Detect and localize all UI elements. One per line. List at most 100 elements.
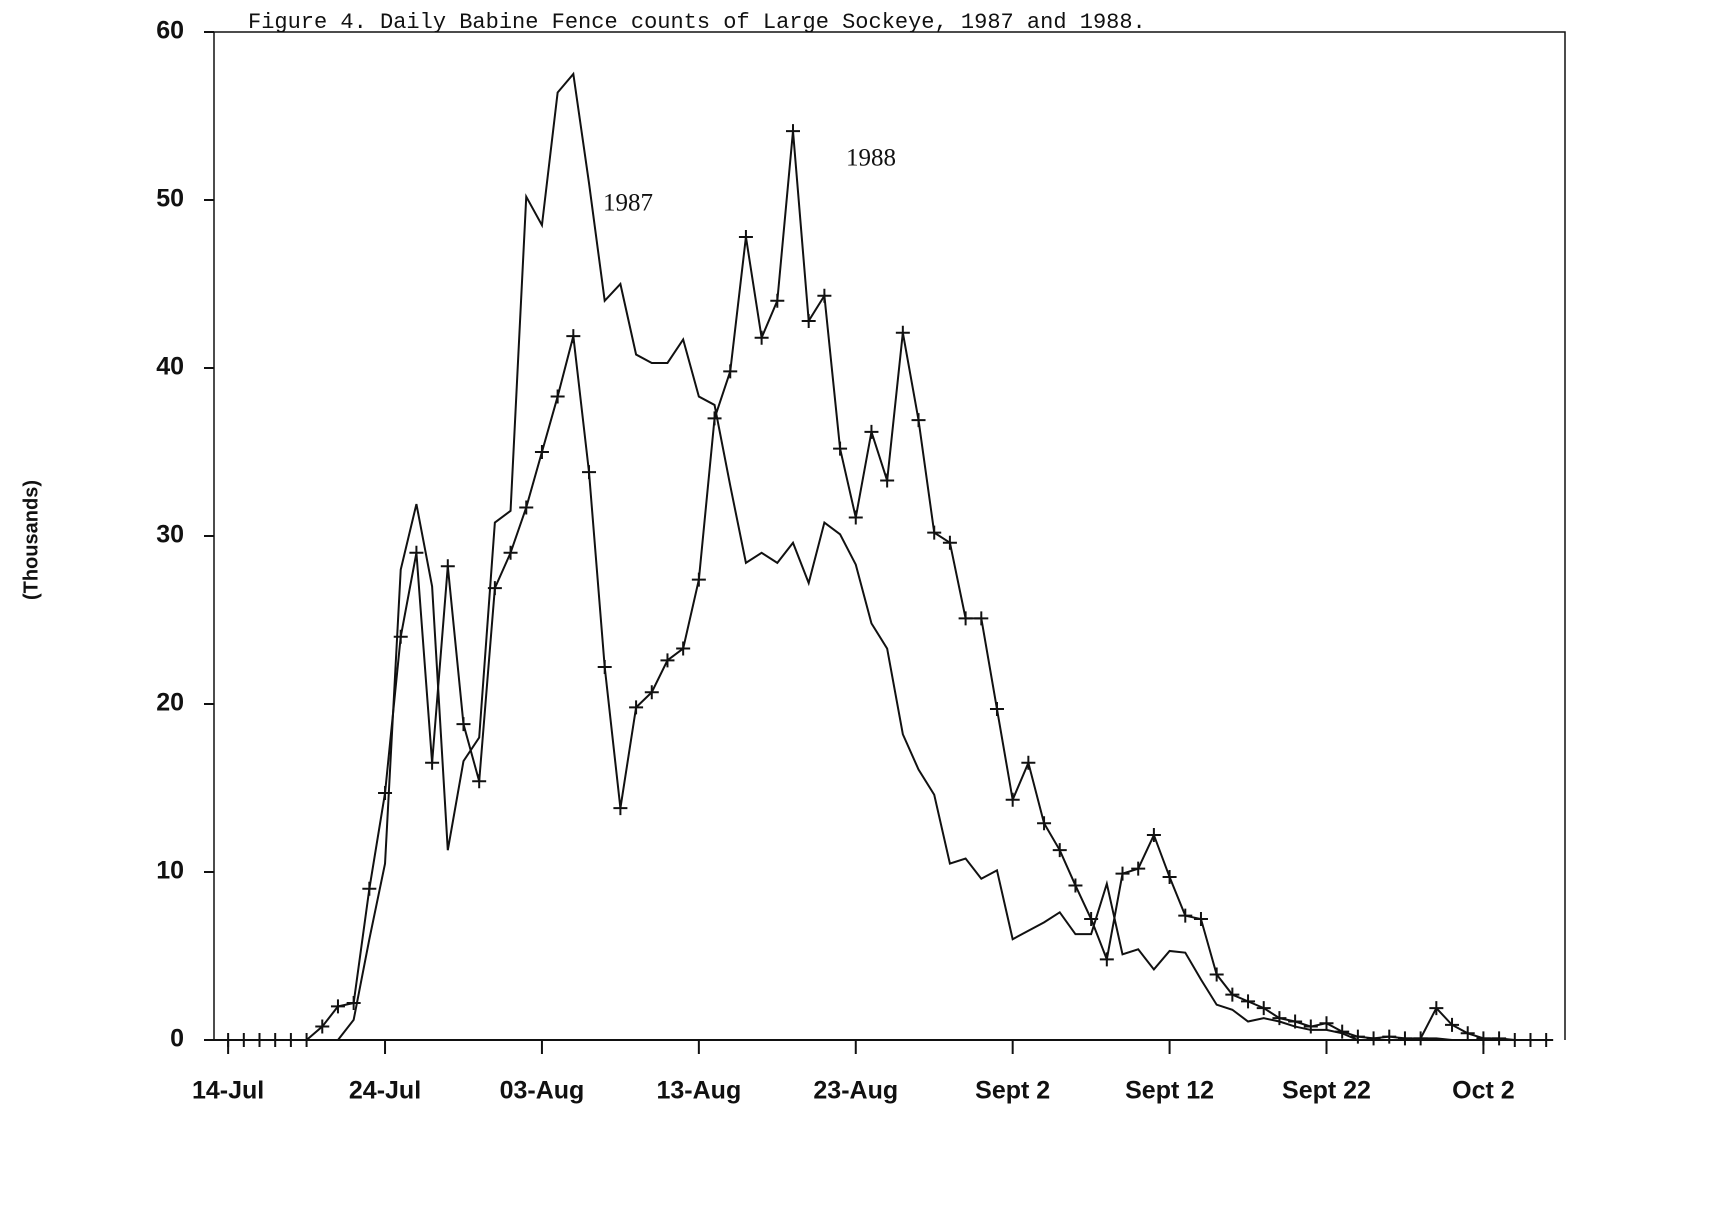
point-marker bbox=[503, 545, 518, 560]
point-marker bbox=[911, 413, 926, 428]
point-marker bbox=[534, 445, 549, 459]
point-marker bbox=[1476, 1031, 1491, 1046]
point-marker bbox=[1178, 908, 1193, 923]
y-axis-label: (Thousands) bbox=[20, 480, 42, 600]
y-tick-label: 60 bbox=[156, 17, 184, 45]
point-marker bbox=[1052, 843, 1067, 858]
point-marker bbox=[1350, 1029, 1365, 1044]
point-marker bbox=[1068, 878, 1083, 893]
point-marker bbox=[252, 1033, 267, 1047]
point-marker bbox=[895, 325, 910, 340]
point-marker bbox=[1193, 912, 1208, 927]
point-marker bbox=[487, 581, 502, 596]
point-marker bbox=[1382, 1029, 1397, 1044]
point-marker bbox=[472, 774, 487, 789]
point-marker bbox=[723, 364, 738, 379]
series-line bbox=[228, 131, 1547, 1041]
point-marker bbox=[1397, 1031, 1412, 1046]
point-marker bbox=[786, 124, 800, 139]
point-marker bbox=[1241, 994, 1256, 1009]
point-marker bbox=[1225, 987, 1240, 1002]
y-tick-label: 20 bbox=[156, 689, 184, 717]
point-marker bbox=[330, 999, 345, 1014]
x-tick-label: Sept 22 bbox=[1282, 1077, 1371, 1105]
point-marker bbox=[629, 700, 644, 715]
point-marker bbox=[1131, 861, 1146, 876]
point-marker bbox=[754, 330, 769, 345]
point-marker bbox=[582, 465, 597, 480]
point-marker bbox=[676, 641, 691, 656]
x-tick-label: Sept 2 bbox=[975, 1077, 1050, 1105]
point-marker bbox=[801, 313, 816, 328]
point-marker bbox=[1021, 755, 1036, 770]
point-marker bbox=[1366, 1031, 1381, 1046]
point-marker bbox=[1037, 816, 1052, 831]
series-label: 1988 bbox=[846, 145, 896, 172]
point-marker bbox=[1413, 1031, 1428, 1046]
point-marker bbox=[958, 611, 973, 626]
point-marker bbox=[1429, 1001, 1444, 1016]
point-marker bbox=[1272, 1011, 1287, 1026]
x-tick-label: 13-Aug bbox=[656, 1077, 741, 1105]
point-marker bbox=[864, 424, 879, 439]
point-marker bbox=[880, 473, 895, 488]
y-tick-label: 10 bbox=[156, 857, 184, 885]
point-marker bbox=[1492, 1031, 1507, 1046]
point-marker bbox=[974, 611, 989, 626]
point-marker bbox=[1115, 866, 1130, 881]
point-marker bbox=[299, 1033, 314, 1047]
point-marker bbox=[268, 1033, 283, 1047]
y-tick-label: 40 bbox=[156, 353, 184, 381]
point-marker bbox=[315, 1019, 330, 1034]
point-marker bbox=[1209, 967, 1224, 982]
plot-frame bbox=[213, 31, 1566, 1040]
point-marker bbox=[1445, 1017, 1460, 1032]
point-marker bbox=[236, 1033, 251, 1047]
point-marker bbox=[409, 545, 424, 560]
point-marker bbox=[1335, 1024, 1350, 1039]
x-tick-label: 24-Jul bbox=[349, 1077, 421, 1105]
y-tick-label: 50 bbox=[156, 185, 184, 213]
point-marker bbox=[566, 329, 581, 344]
point-marker bbox=[1005, 792, 1020, 807]
point-marker bbox=[1288, 1014, 1303, 1029]
point-marker bbox=[597, 660, 612, 675]
point-marker bbox=[1099, 952, 1114, 967]
point-marker bbox=[927, 525, 942, 540]
point-marker bbox=[613, 801, 628, 816]
point-marker bbox=[393, 629, 408, 644]
point-marker bbox=[346, 996, 361, 1011]
point-marker bbox=[942, 535, 957, 550]
point-marker bbox=[989, 702, 1004, 717]
x-tick-label: 14-Jul bbox=[192, 1077, 264, 1105]
point-marker bbox=[425, 755, 440, 770]
point-marker bbox=[221, 1033, 236, 1047]
point-marker bbox=[1460, 1026, 1475, 1041]
point-marker bbox=[738, 229, 753, 244]
point-marker bbox=[1256, 1001, 1271, 1016]
point-marker bbox=[660, 653, 675, 668]
point-marker bbox=[1303, 1019, 1318, 1034]
series-label: 1987 bbox=[603, 190, 653, 217]
point-marker bbox=[1507, 1033, 1522, 1047]
x-tick-label: Sept 12 bbox=[1125, 1077, 1214, 1105]
series-line bbox=[337, 71, 1484, 1041]
point-marker bbox=[362, 881, 377, 896]
point-marker bbox=[691, 572, 706, 587]
point-marker bbox=[1084, 912, 1099, 927]
point-marker bbox=[848, 510, 863, 525]
point-marker bbox=[550, 389, 565, 404]
chart-title: Figure 4. Daily Babine Fence counts of L… bbox=[248, 10, 1146, 35]
point-marker bbox=[519, 500, 534, 515]
point-marker bbox=[707, 411, 722, 426]
x-tick-label: 03-Aug bbox=[500, 1077, 585, 1105]
point-marker bbox=[1523, 1033, 1538, 1047]
point-marker bbox=[1539, 1033, 1554, 1047]
point-marker bbox=[378, 786, 393, 801]
y-tick-label: 0 bbox=[170, 1025, 184, 1053]
point-marker bbox=[440, 559, 455, 574]
point-marker bbox=[456, 717, 471, 732]
point-marker bbox=[1146, 828, 1161, 843]
point-marker bbox=[644, 685, 659, 700]
